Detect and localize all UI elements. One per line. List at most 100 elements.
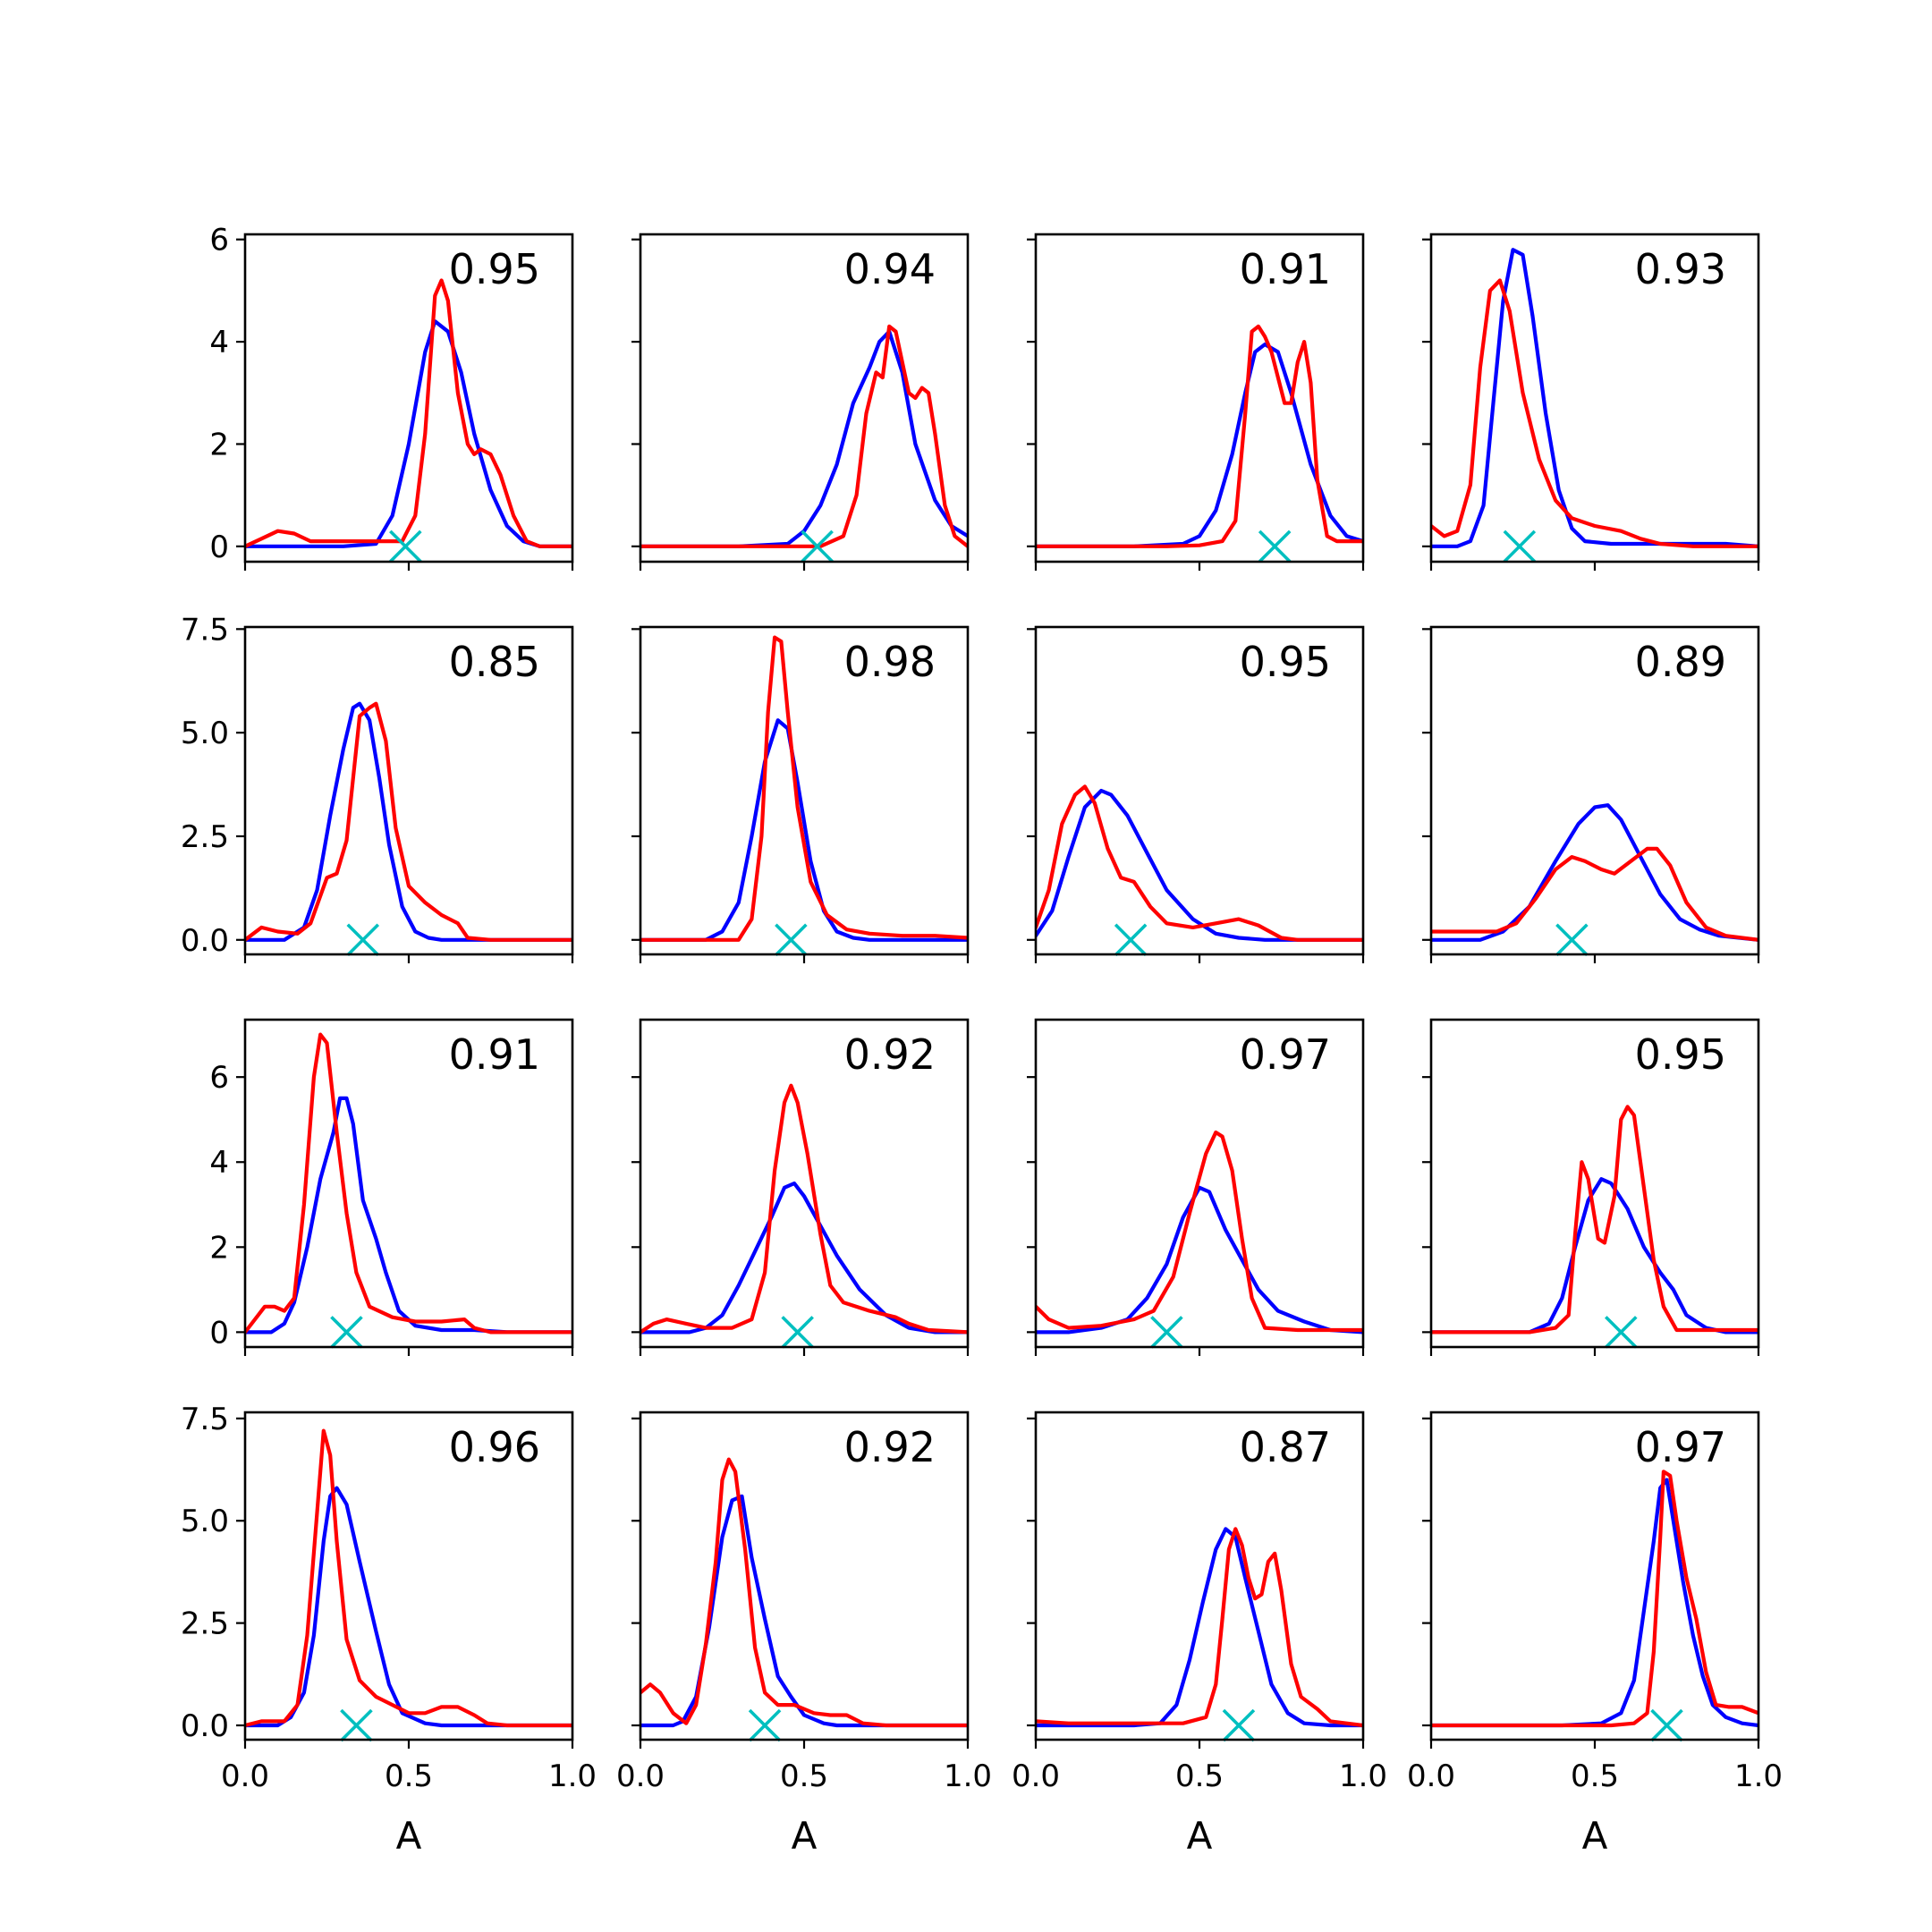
panel-score-label: 0.92: [844, 1030, 936, 1079]
blue-curve: [1431, 1478, 1758, 1728]
x-marker: [1605, 1316, 1638, 1349]
panel-score-label: 0.97: [1635, 1423, 1726, 1471]
panel-score-label: 0.98: [844, 638, 936, 686]
x-tick-label: 0.5: [385, 1758, 433, 1794]
red-curve: [245, 701, 572, 942]
x-axis-label: A: [1187, 1814, 1213, 1858]
x-tick-label: 0.5: [1571, 1758, 1619, 1794]
panel-score-label: 0.96: [449, 1423, 540, 1471]
x-marker: [340, 1708, 373, 1742]
panel-r3-c4: 0.95: [1422, 1018, 1760, 1356]
panel-r4-c1: 0.96 0.0 2.5 5.0 7.5 0.0 0.5 1.0 A: [181, 1402, 597, 1858]
x-marker: [389, 530, 422, 564]
y-tick-label: 4: [209, 1145, 229, 1181]
x-marker: [781, 1316, 814, 1349]
x-tick-label: 0.0: [1012, 1758, 1060, 1794]
y-tick-label: 2: [209, 1230, 229, 1266]
x-tick-label: 0.0: [221, 1758, 269, 1794]
panel-r1-c2: 0.94: [631, 233, 970, 571]
panel-score-label: 0.87: [1240, 1423, 1331, 1471]
x-marker: [346, 923, 380, 957]
panel-r4-c4: 0.97 0.0 0.5 1.0 A: [1407, 1411, 1783, 1858]
x-tick-label: 0.5: [780, 1758, 828, 1794]
y-tick-label: 2.5: [181, 1606, 229, 1642]
panel-score-label: 0.93: [1635, 245, 1726, 293]
panel-score-label: 0.97: [1240, 1030, 1331, 1079]
panel-score-label: 0.85: [449, 638, 540, 686]
blue-curve: [245, 319, 572, 548]
x-marker: [1555, 923, 1589, 957]
panel-r2-c4: 0.89: [1422, 625, 1760, 963]
red-curve: [1036, 324, 1363, 548]
x-marker: [775, 923, 808, 957]
blue-curve: [1431, 803, 1758, 942]
red-curve: [640, 1457, 968, 1728]
panel-r2-c3: 0.95: [1027, 625, 1365, 963]
x-marker: [1650, 1708, 1683, 1742]
panel-r2-c1: 0.85 0.0 2.5 5.0 7.5: [181, 612, 574, 963]
panel-r3-c3: 0.97: [1027, 1018, 1365, 1356]
red-curve: [640, 1083, 968, 1335]
red-curve: [1431, 846, 1758, 942]
blue-curve: [1036, 788, 1363, 942]
y-tick-label: 0: [209, 1315, 229, 1351]
blue-curve: [640, 718, 968, 942]
y-tick-label: 7.5: [181, 612, 229, 648]
panel-score-label: 0.89: [1635, 638, 1726, 686]
panel-r4-c3: 0.87 0.0 0.5 1.0 A: [1012, 1411, 1387, 1858]
blue-curve: [1431, 1177, 1758, 1335]
y-tick-label: 2.5: [181, 819, 229, 855]
red-curve: [245, 1428, 572, 1728]
red-curve: [1431, 1470, 1758, 1728]
x-tick-label: 1.0: [1339, 1758, 1387, 1794]
panel-score-label: 0.95: [1240, 638, 1331, 686]
y-tick-label: 4: [209, 325, 229, 360]
panel-score-label: 0.94: [844, 245, 936, 293]
panel-r4-c2: 0.92 0.0 0.5 1.0 A: [616, 1411, 992, 1858]
y-tick-label: 0.0: [181, 1708, 229, 1744]
blue-curve: [1036, 1185, 1363, 1335]
red-curve: [640, 324, 968, 548]
red-curve: [1036, 784, 1363, 942]
panel-r1-c1: 0.95 0 2 4 6: [209, 223, 574, 571]
panel-r1-c4: 0.93: [1422, 233, 1760, 571]
panel-score-label: 0.95: [1635, 1030, 1726, 1079]
x-axis-label: A: [1582, 1814, 1608, 1858]
panel-score-label: 0.92: [844, 1423, 936, 1471]
y-tick-label: 6: [209, 1060, 229, 1096]
blue-curve: [245, 701, 572, 942]
red-curve: [245, 278, 572, 548]
x-axis-label: A: [396, 1814, 422, 1858]
panel-grid: 0.95 0 2 4 6 0.94 0.91 0.93 0.85 0.0 2.5 5.0 7.5 0.98…: [181, 223, 1783, 1858]
x-tick-label: 0.5: [1175, 1758, 1224, 1794]
y-tick-label: 2: [209, 427, 229, 462]
x-marker: [1258, 530, 1292, 564]
x-marker: [748, 1708, 782, 1742]
x-marker: [1150, 1316, 1183, 1349]
panel-score-label: 0.91: [449, 1030, 540, 1079]
blue-curve: [640, 329, 968, 548]
x-marker: [801, 530, 834, 564]
x-tick-label: 0.0: [1407, 1758, 1455, 1794]
y-tick-label: 5.0: [181, 1504, 229, 1539]
blue-curve: [640, 1494, 968, 1728]
y-tick-label: 7.5: [181, 1402, 229, 1437]
x-marker: [1222, 1708, 1256, 1742]
panel-r3-c1: 0.91 0 2 4 6: [209, 1018, 574, 1356]
panel-r1-c3: 0.91: [1027, 233, 1365, 571]
red-curve: [640, 635, 968, 942]
blue-curve: [1431, 248, 1758, 548]
red-curve: [1036, 1130, 1363, 1333]
x-tick-label: 1.0: [1734, 1758, 1783, 1794]
blue-curve: [640, 1181, 968, 1335]
panel-r2-c2: 0.98: [631, 625, 970, 963]
x-tick-label: 1.0: [944, 1758, 992, 1794]
x-marker: [1114, 923, 1148, 957]
blue-curve: [245, 1096, 572, 1335]
red-curve: [245, 1032, 572, 1335]
x-marker: [330, 1316, 363, 1349]
blue-curve: [1036, 342, 1363, 548]
y-tick-label: 5.0: [181, 716, 229, 751]
red-curve: [1036, 1527, 1363, 1728]
